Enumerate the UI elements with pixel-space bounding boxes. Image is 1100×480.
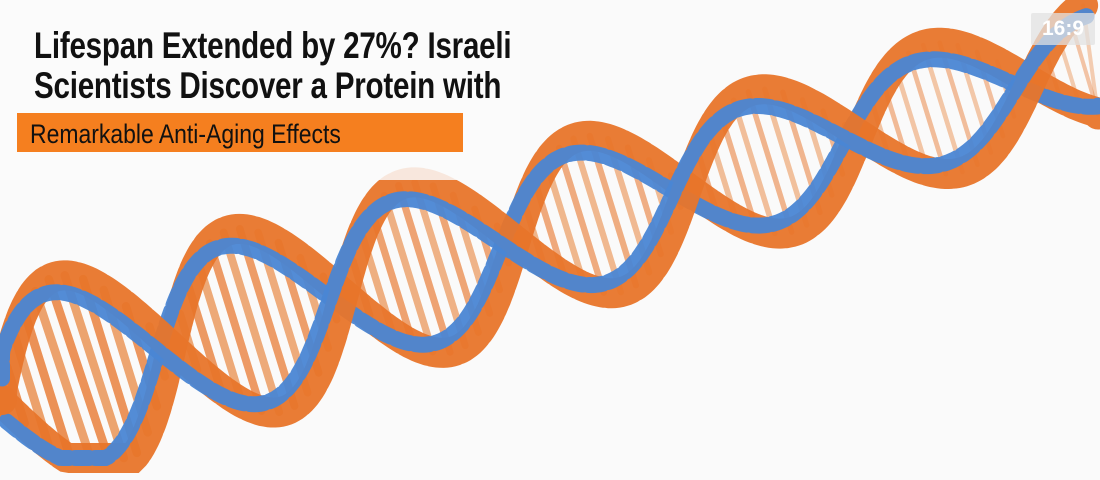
base-pair-rung <box>570 135 625 296</box>
base-pair-rung <box>205 239 266 415</box>
base-pair-rung <box>44 275 113 463</box>
base-pair-rung <box>543 159 589 291</box>
base-pair-rung <box>219 228 284 417</box>
headline-highlight-box: Remarkable Anti-Aging Effects <box>17 113 463 152</box>
base-pair-rung <box>906 50 949 177</box>
base-pair-rung <box>380 191 437 356</box>
base-pair-rung <box>730 97 778 237</box>
base-pair-rung <box>745 89 795 235</box>
helix-strand-b <box>0 8 1095 413</box>
headline-line-1: Lifespan Extended by 27%? Israeli <box>34 25 512 66</box>
base-pair-rung <box>718 111 760 232</box>
base-pair-rung <box>235 224 299 410</box>
base-pair-rung <box>394 181 454 356</box>
headline-highlight-text: Remarkable Anti-Aging Effects <box>30 119 341 149</box>
base-pair-rung <box>30 286 95 463</box>
base-pair-rung <box>19 306 75 463</box>
aspect-ratio-badge: 16:9 <box>1031 13 1095 45</box>
base-pair-rung <box>555 144 607 296</box>
base-pair-rung <box>368 208 417 349</box>
headline-line-2: Scientists Discover a Protein with <box>34 65 502 106</box>
helix-strand-a <box>0 51 1100 466</box>
base-pair-rung <box>60 271 129 463</box>
base-pair-rung <box>194 257 246 407</box>
